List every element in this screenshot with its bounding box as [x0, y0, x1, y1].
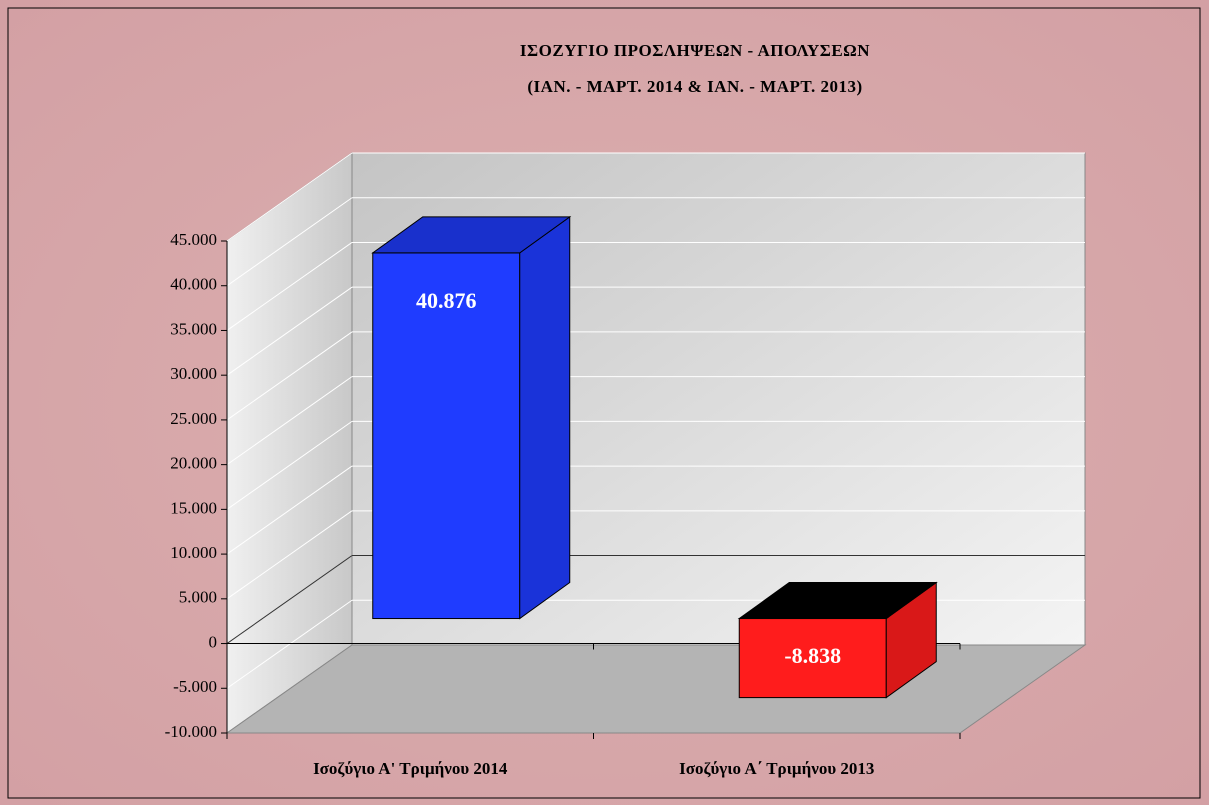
bar-side [519, 215, 571, 620]
grid-line [226, 242, 353, 331]
bar [738, 618, 887, 699]
grid-line [226, 465, 353, 555]
grid-line [226, 331, 353, 421]
floor [225, 644, 1087, 734]
y-tick-label: 10.000 [170, 543, 217, 562]
grid-line [226, 152, 353, 242]
y-tick-label: 40.000 [170, 275, 217, 294]
y-tick-label: 0 [209, 632, 218, 651]
x-tick-label: Ισοζύγιο Α' Τριμήνου 2014 [313, 759, 508, 778]
y-tick-label: -10.000 [165, 722, 217, 741]
value-label: -8.838 [784, 643, 841, 668]
grid-line [226, 376, 353, 466]
x-tick-label: Ισοζύγιο Α΄ Τριμήνου 2013 [679, 759, 874, 778]
y-tick-label: 5.000 [179, 588, 217, 607]
y-tick-label: 45.000 [170, 230, 217, 249]
side-wall [226, 152, 353, 734]
y-tick-label: 35.000 [170, 319, 217, 338]
y-tick-label: 30.000 [170, 364, 217, 383]
chart-subtitle: (ΙΑΝ. - ΜΑΡΤ. 2014 & ΙΑΝ. - ΜΑΡΤ. 2013) [527, 77, 862, 96]
bar [372, 252, 521, 620]
grid-line [226, 286, 353, 376]
y-tick-label: 25.000 [170, 409, 217, 428]
grid-line [226, 510, 353, 600]
bar-top [371, 216, 572, 254]
grid-line [226, 197, 353, 287]
chart-title: ΙΣΟΖΥΓΙΟ ΠΡΟΣΛΗΨΕΩΝ - ΑΠΟΛΥΣΕΩΝ [520, 41, 870, 60]
grid-line [226, 599, 353, 689]
zero-line [226, 555, 353, 644]
value-label: 40.876 [416, 288, 477, 313]
bar-top [737, 582, 938, 620]
y-tick-label: -5.000 [173, 677, 217, 696]
y-tick-label: 20.000 [170, 454, 217, 473]
y-tick-label: 15.000 [170, 498, 217, 517]
grid-line [226, 420, 353, 510]
frame [7, 7, 1201, 799]
